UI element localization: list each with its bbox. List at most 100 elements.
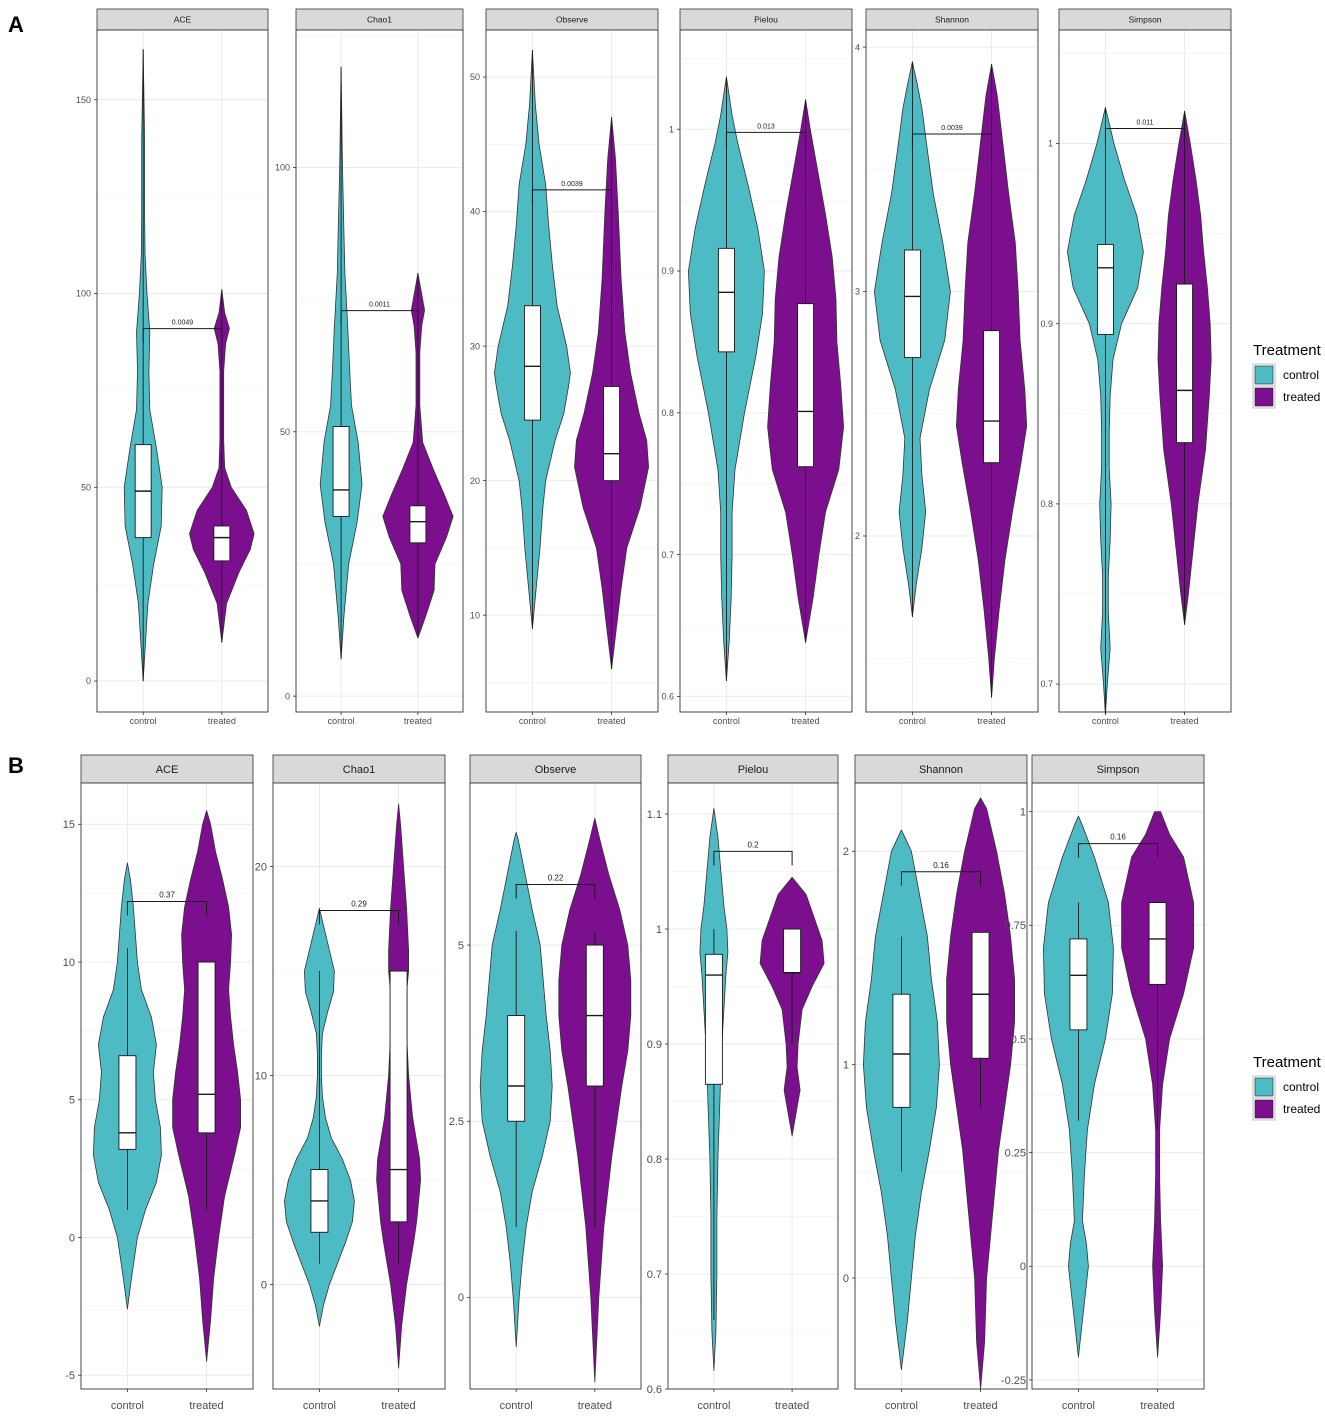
p-value-label: 0.16 [1110,833,1126,842]
y-tick-label: 0 [843,1273,849,1285]
x-tick-label-control: control [713,716,740,726]
y-tick-label: 0.9 [1040,319,1053,329]
y-tick-label: 10 [63,957,75,969]
y-tick-label: 0.7 [661,550,674,560]
y-tick-label: 0.9 [661,266,674,276]
x-tick-label-control: control [899,716,926,726]
plot-area [668,783,838,1389]
y-tick-label: 0 [86,676,91,686]
y-tick-label: 0.6 [647,1384,662,1396]
panel-border [485,29,659,713]
y-tick-label: -5 [65,1370,75,1382]
box-treated [783,928,802,974]
x-tick-label-treated: treated [792,716,820,726]
group-treated [759,876,825,1137]
facet-ace: ACE 0.37 -5 0 5 10 15 control treated [63,754,254,1412]
box-control [1096,243,1114,335]
panel-border [667,782,839,1390]
y-tick-label: 5 [458,940,464,952]
y-tick-label: -0.25 [1001,1375,1026,1387]
y-tick-label: 1 [656,924,662,936]
y-tick-label: 30 [470,341,480,351]
panel-border [865,29,1039,713]
box-treated [971,931,990,1059]
legend-label-control: control [1283,1080,1319,1094]
y-tick-label: 1 [1048,139,1053,149]
p-value-label: 0.0049 [172,320,194,327]
significance-bracket [725,131,807,147]
panel-label-b: B [8,753,24,778]
group-treated [558,817,632,1383]
y-tick-label: 0.8 [1040,499,1053,509]
legend-b: Treatment control treated [1252,1054,1322,1121]
legend-title: Treatment [1253,342,1322,359]
facet-title: ACE [156,764,179,776]
facet-title: Pielou [738,764,769,776]
facet-title: Chao1 [343,764,375,776]
box-control [717,247,735,353]
group-treated [172,810,241,1362]
significance-bracket [531,189,613,204]
y-tick-label: 0 [69,1232,75,1244]
y-tick-label: 0.6 [661,692,674,702]
facet-strip [1031,754,1205,784]
y-tick-label: 5 [69,1095,75,1107]
group-control [699,807,729,1371]
facet-strip [272,754,446,784]
y-tick-label: 1 [1020,806,1026,818]
box-treated [409,505,427,544]
facet-title: Simpson [1128,15,1161,25]
y-tick-label: 0.7 [647,1269,662,1281]
x-tick-label-control: control [885,1400,918,1412]
group-control [284,908,355,1327]
facet-title: Chao1 [367,15,392,25]
group-treated [574,117,649,670]
y-tick-label: 100 [76,289,91,299]
facet-strip [667,754,839,784]
group-control [93,862,162,1310]
y-tick-label: 4 [855,42,860,52]
facet-simpson: Simpson 0.011 0.7 0.8 0.9 1 control treated [1040,8,1232,726]
box-treated [603,386,621,482]
box-treated [1148,902,1167,985]
x-tick-label-treated: treated [578,1400,612,1412]
group-treated [946,797,1015,1390]
y-tick-label: 0 [285,691,290,701]
box-treated [389,970,408,1223]
group-treated [189,289,255,643]
x-tick-label-treated: treated [189,1400,223,1412]
x-tick-label-control: control [1092,716,1119,726]
group-control [688,76,765,682]
legend-swatch-control [1254,1077,1274,1097]
x-tick-label-control: control [111,1400,144,1412]
significance-bracket [911,133,993,149]
group-control [494,49,571,629]
y-tick-label: 20 [255,861,267,873]
facet-chao1: Chao1 0.29 0 10 20 control treated [255,754,446,1412]
facet-ace: ACE 0.0049 0 50 100 150 control treated [76,8,269,726]
panel-border [854,782,1028,1390]
x-tick-label-control: control [303,1400,336,1412]
p-value-label: 0.0011 [369,302,390,309]
x-tick-label-treated: treated [775,1400,809,1412]
panel-border [295,29,464,713]
box-control [118,1055,137,1150]
y-tick-label: 15 [63,819,75,831]
group-control [874,61,951,618]
box-control [523,305,541,421]
x-tick-label-control: control [1062,1400,1095,1412]
legend-label-treated: treated [1283,390,1320,404]
facet-strip [80,754,254,784]
box-treated [213,525,231,562]
x-tick-label-treated: treated [208,716,236,726]
significance-bracket [1104,127,1186,143]
facet-observe: Observe 0.0039 10 20 30 40 50 control treated [470,8,659,726]
y-tick-label: 1 [843,1060,849,1072]
p-value-label: 0.0039 [561,181,583,188]
y-tick-label: 0.9 [647,1039,662,1051]
y-tick-label: 2 [843,846,849,858]
x-tick-label-control: control [328,716,355,726]
significance-bracket [515,883,596,899]
group-control [479,831,553,1348]
